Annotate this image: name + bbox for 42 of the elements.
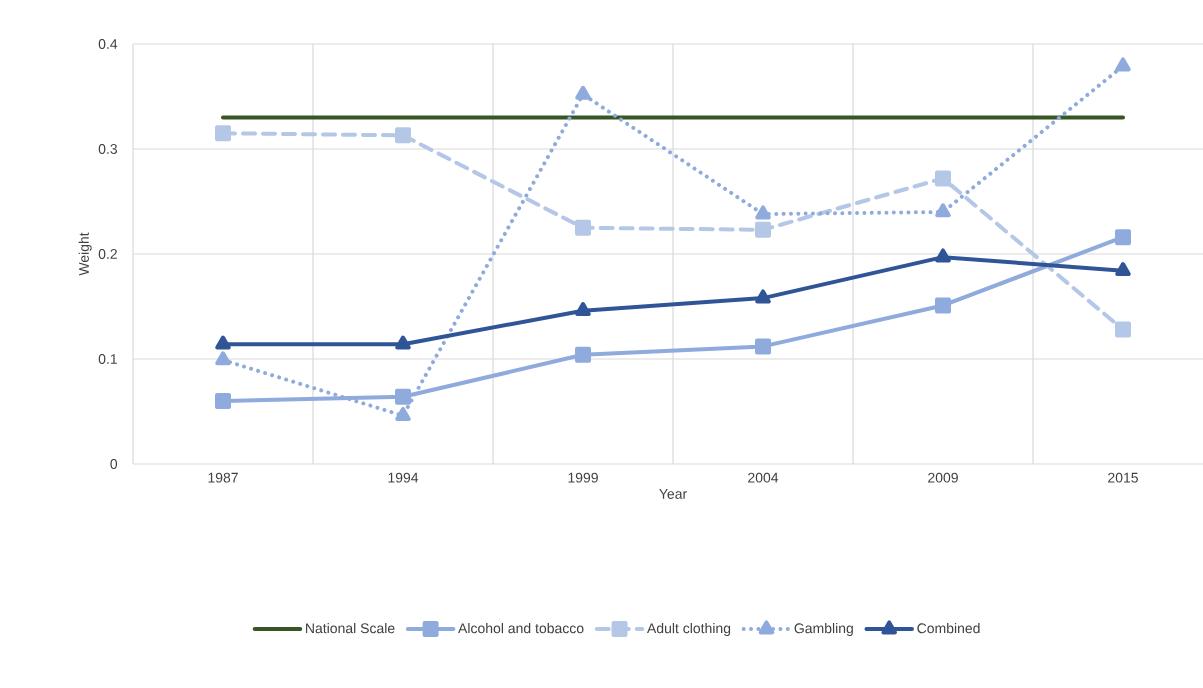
point: [575, 346, 591, 363]
x-tick-label: 1994: [388, 472, 419, 483]
point: [215, 392, 232, 409]
legend-label: Combined: [917, 622, 980, 634]
point: [575, 219, 591, 236]
y-tick-label: 0: [110, 459, 118, 469]
y-tick-label: 0.3: [98, 144, 118, 154]
point: [395, 127, 411, 144]
point: [575, 302, 591, 317]
point: [1115, 262, 1131, 277]
point: [755, 338, 771, 355]
point: [935, 297, 951, 314]
point: [935, 170, 951, 187]
point: [215, 125, 232, 142]
x-tick-label: 1987: [208, 472, 238, 483]
y-tick-label: 0.1: [98, 354, 117, 364]
point: [1115, 57, 1131, 72]
legend-label: Alcohol and tobacco: [458, 622, 584, 634]
x-axis-title: Year: [659, 489, 687, 499]
point: [935, 203, 951, 218]
legend-label: Gambling: [794, 622, 853, 637]
x-tick-label: 2009: [928, 472, 958, 483]
x-tick-label: 2015: [1108, 472, 1138, 483]
legend-label: National Scale: [306, 622, 395, 634]
point: [215, 335, 231, 350]
point: [395, 388, 411, 405]
point: [395, 335, 411, 350]
y-tick-label: 0.4: [98, 39, 118, 49]
point: [215, 351, 231, 366]
point: [935, 248, 951, 263]
y-axis-title: Weight: [78, 232, 92, 276]
point: [755, 205, 771, 220]
legend-label: Adult clothing: [647, 622, 731, 637]
y-tick-label: 0.2: [98, 249, 117, 259]
point: [755, 289, 771, 304]
x-tick-label: 1999: [568, 472, 598, 483]
x-tick-label: 2004: [748, 472, 779, 483]
point: [395, 407, 411, 422]
point: [1115, 321, 1131, 338]
point: [1115, 229, 1131, 246]
point: [575, 85, 591, 100]
point: [755, 221, 771, 238]
